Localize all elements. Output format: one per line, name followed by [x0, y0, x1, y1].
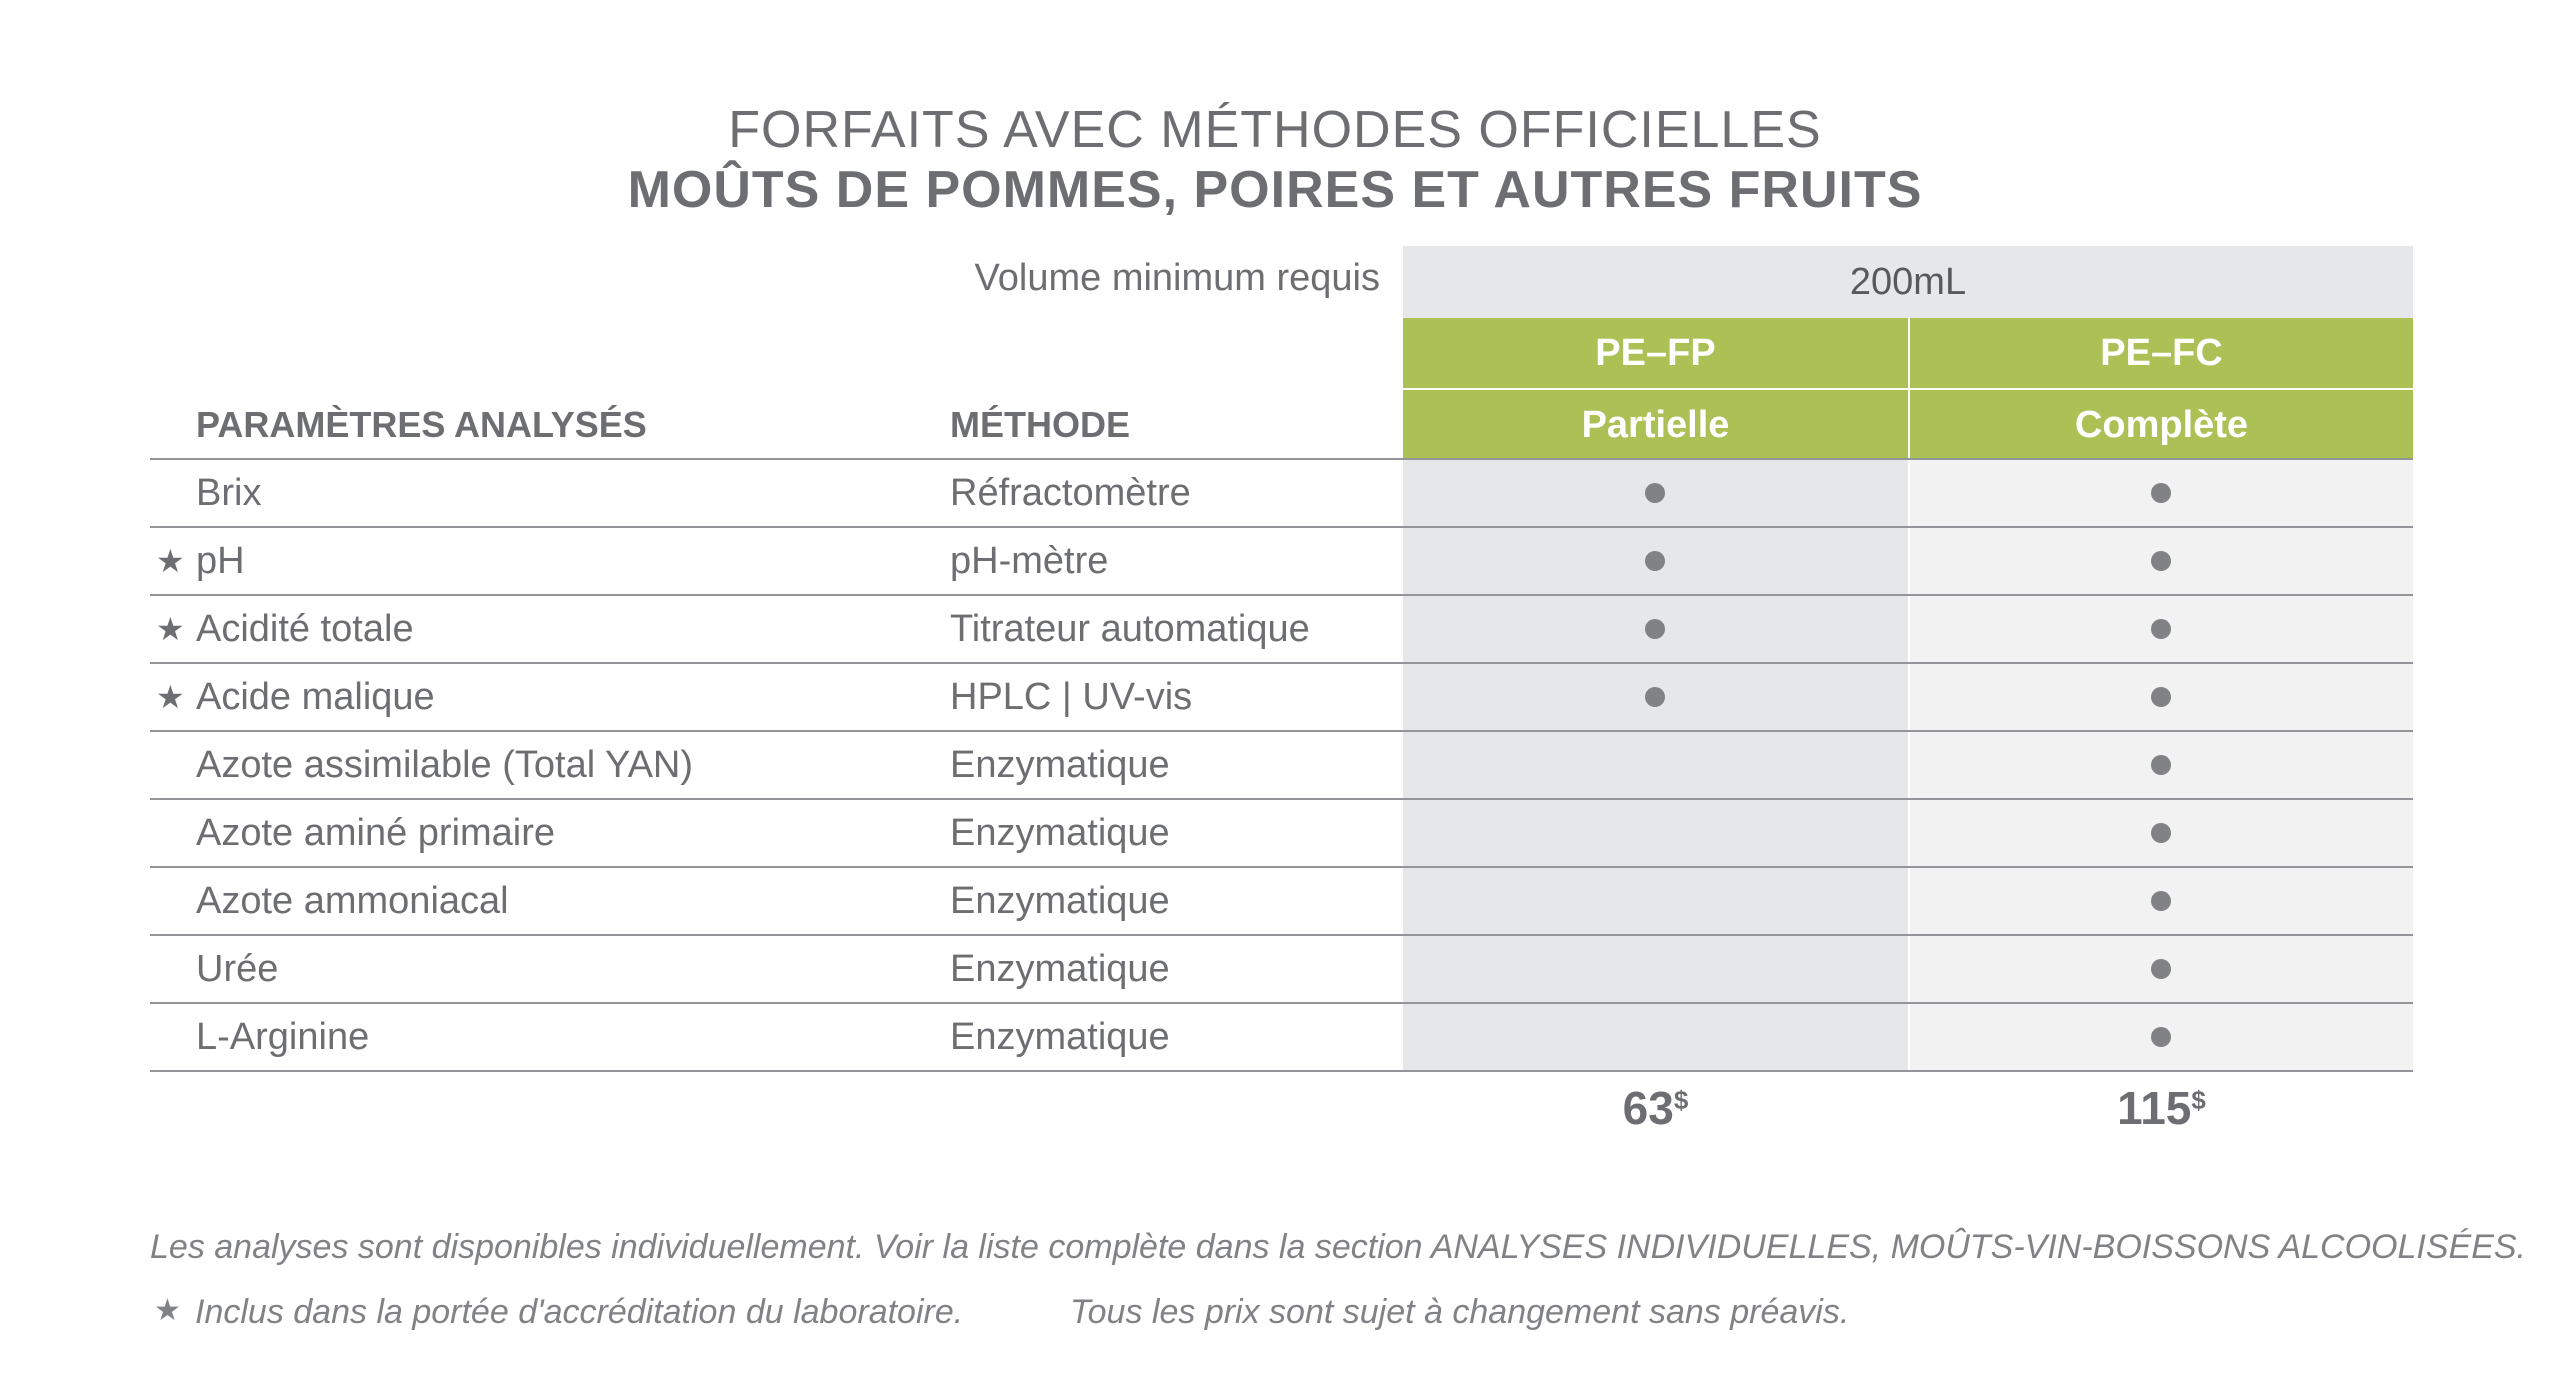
table-row: Azote assimilable (Total YAN) Enzymatique: [0, 731, 2550, 799]
row-divider: [150, 526, 2413, 528]
row-divider: [150, 798, 2413, 800]
table-row: Azote ammoniacal Enzymatique: [0, 867, 2550, 935]
param-cell: pH: [196, 540, 245, 582]
price-partial-currency: $: [1673, 1085, 1689, 1115]
price-partial: 63$: [1403, 1078, 1908, 1138]
header-column-separator: [1908, 318, 1910, 460]
volume-label: Volume minimum requis: [974, 257, 1380, 299]
table-row: Azote aminé primaire Enzymatique: [0, 799, 2550, 867]
table-row: ★ Acide malique HPLC | UV-vis: [0, 663, 2550, 731]
method-cell: Enzymatique: [950, 744, 1170, 786]
price-complete-value: 115: [2117, 1082, 2192, 1134]
volume-value: 200mL: [1403, 246, 2413, 318]
star-icon: ★: [156, 611, 185, 647]
included-dot-complete: [2151, 1027, 2171, 1047]
footnote-individual: Les analyses sont disponibles individuel…: [150, 1228, 2526, 1266]
method-cell: pH-mètre: [950, 540, 1109, 582]
param-cell: L-Arginine: [196, 1016, 370, 1058]
row-divider: [150, 1070, 2413, 1072]
package-code-complete: PE–FC: [1910, 318, 2413, 388]
included-dot-partial: [1645, 619, 1665, 639]
page-title: FORFAITS AVEC MÉTHODES OFFICIELLES: [728, 101, 1822, 159]
included-dot-complete: [2151, 483, 2171, 503]
param-cell: Brix: [196, 472, 262, 514]
row-divider: [150, 866, 2413, 868]
included-dot-complete: [2151, 619, 2171, 639]
price-partial-value: 63: [1622, 1082, 1674, 1134]
table-row: L-Arginine Enzymatique: [0, 1003, 2550, 1071]
star-icon: ★: [156, 679, 185, 715]
included-dot-complete: [2151, 959, 2171, 979]
method-cell: Enzymatique: [950, 880, 1170, 922]
method-cell: Enzymatique: [950, 948, 1170, 990]
package-name-partial: Partielle: [1403, 390, 1908, 460]
row-divider: [150, 730, 2413, 732]
included-dot-complete: [2151, 687, 2171, 707]
param-cell: Acidité totale: [196, 608, 414, 650]
table-row: ★ pH pH-mètre: [0, 527, 2550, 595]
included-dot-partial: [1645, 687, 1665, 707]
row-divider: [150, 1002, 2413, 1004]
table-row: Urée Enzymatique: [0, 935, 2550, 1003]
price-complete: 115$: [1910, 1078, 2413, 1138]
row-divider: [150, 662, 2413, 664]
included-dot-complete: [2151, 755, 2171, 775]
star-icon: ★: [156, 543, 185, 579]
included-dot-complete: [2151, 823, 2171, 843]
method-cell: Enzymatique: [950, 1016, 1170, 1058]
included-dot-partial: [1645, 551, 1665, 571]
param-cell: Azote assimilable (Total YAN): [196, 744, 694, 786]
package-code-partial: PE–FP: [1403, 318, 1908, 388]
method-cell: HPLC | UV-vis: [950, 676, 1193, 718]
method-cell: Titrateur automatique: [950, 608, 1310, 650]
row-divider: [150, 934, 2413, 936]
row-divider: [150, 594, 2413, 596]
param-cell: Acide malique: [196, 676, 435, 718]
method-cell: Réfractomètre: [950, 472, 1191, 514]
footnote-accreditation: Inclus dans la portée d'accréditation du…: [195, 1293, 964, 1331]
param-cell: Urée: [196, 948, 279, 990]
page-subtitle: MOÛTS DE POMMES, POIRES ET AUTRES FRUITS: [627, 161, 1923, 219]
table-top-border: [150, 458, 2413, 460]
table-row: ★ Acidité totale Titrateur automatique: [0, 595, 2550, 663]
package-name-complete: Complète: [1910, 390, 2413, 460]
footnote-prices: Tous les prix sont sujet à changement sa…: [1070, 1293, 1850, 1331]
param-cell: Azote ammoniacal: [196, 880, 509, 922]
price-complete-currency: $: [2191, 1085, 2206, 1115]
star-icon: ★: [154, 1294, 181, 1327]
param-cell: Azote aminé primaire: [196, 812, 556, 854]
included-dot-complete: [2151, 551, 2171, 571]
method-column-header: MÉTHODE: [950, 404, 1130, 445]
included-dot-partial: [1645, 483, 1665, 503]
param-column-header: PARAMÈTRES ANALYSÉS: [196, 404, 647, 445]
method-cell: Enzymatique: [950, 812, 1170, 854]
included-dot-complete: [2151, 891, 2171, 911]
table-row: Brix Réfractomètre: [0, 459, 2550, 527]
